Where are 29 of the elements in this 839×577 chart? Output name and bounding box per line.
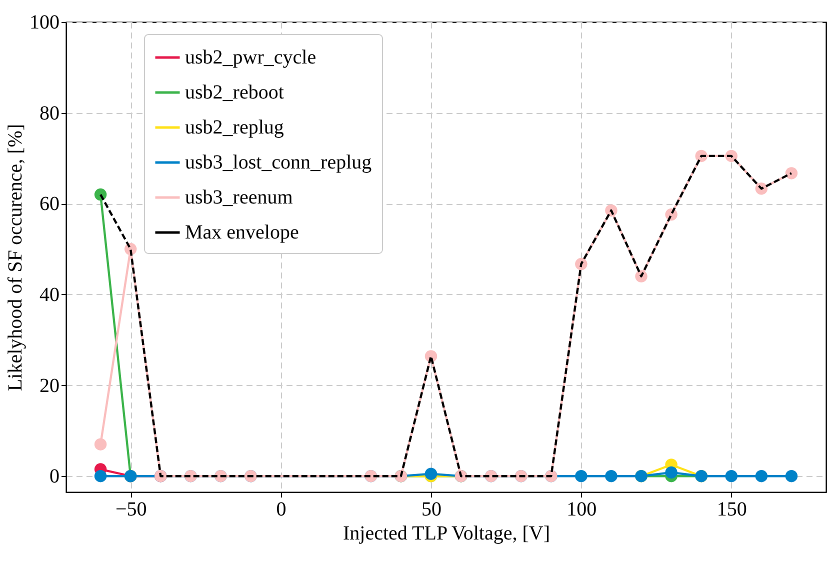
x-tick-label: 50 <box>421 498 442 520</box>
x-tick-label: 0 <box>276 498 286 520</box>
x-tick-label: 100 <box>566 498 597 520</box>
y-tick-label: 40 <box>40 284 60 306</box>
y-tick-label: 60 <box>40 193 60 216</box>
point <box>785 167 798 180</box>
point <box>755 470 768 482</box>
x-tick-label: 150 <box>716 498 747 520</box>
point <box>94 438 107 450</box>
point <box>605 470 618 482</box>
legend-label: Max envelope <box>185 222 299 244</box>
point <box>424 468 438 480</box>
x-tick-label: −50 <box>115 498 147 520</box>
point <box>785 470 798 482</box>
y-tick-label: 20 <box>40 374 60 397</box>
point <box>665 466 678 479</box>
legend-label: usb2_reboot <box>185 82 284 104</box>
legend-label: usb2_replug <box>185 116 284 138</box>
point <box>725 470 738 482</box>
y-tick-label: 0 <box>50 466 60 488</box>
legend-label: usb3_reenum <box>185 186 294 208</box>
y-tick-label: 80 <box>40 102 60 124</box>
y-tick-label: 100 <box>30 12 60 34</box>
point <box>575 470 588 482</box>
point <box>94 470 107 482</box>
x-axis-title: Injected TLP Voltage, [V] <box>343 522 550 544</box>
legend-label: usb3_lost_conn_replug <box>185 152 372 174</box>
legend-label: usb2_pwr_cycle <box>185 46 316 68</box>
y-axis-title: Likelyhood of SF occurence, [%] <box>4 124 26 392</box>
